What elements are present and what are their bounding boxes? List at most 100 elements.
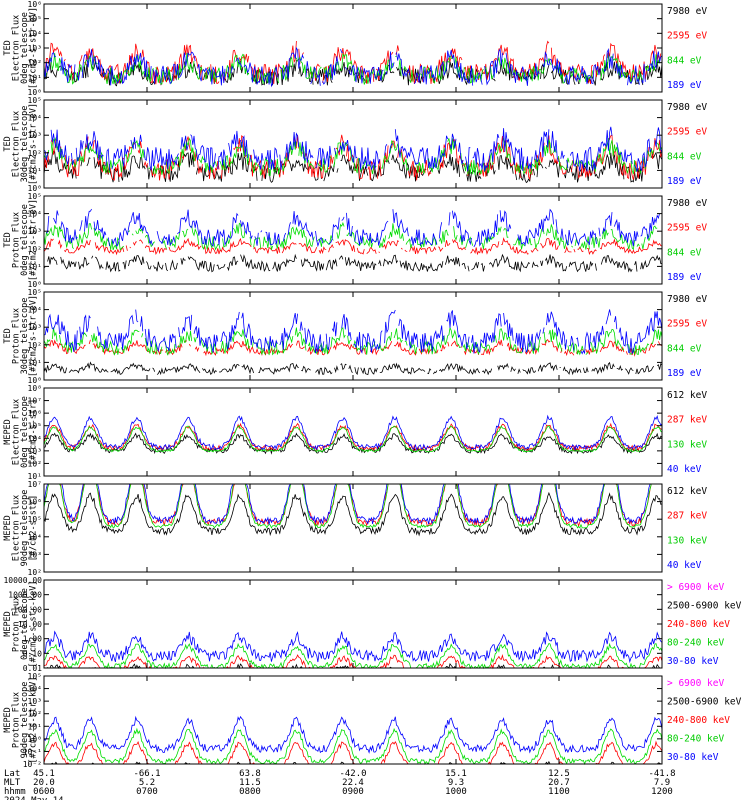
- legend-entry: 40 keV: [667, 560, 702, 571]
- y-tick-label: 10¹: [28, 166, 42, 175]
- x-tick-label-lat: -42.0: [339, 769, 366, 779]
- series-line-8-5: [43, 715, 663, 754]
- y-tick-label: 10²: [28, 459, 42, 468]
- y-tick-label: 10⁴: [28, 29, 42, 38]
- x-tick-label-hhmm: 0800: [239, 787, 261, 797]
- y-axis-label-line: Electron Flux: [12, 399, 22, 466]
- legend-entry: 2500-6900 keV: [667, 601, 742, 612]
- legend-entry: 240-800 keV: [667, 619, 730, 630]
- y-axis-label-line: TED: [3, 136, 13, 151]
- series-line-4-4: [43, 309, 663, 355]
- legend-entry: 30-80 keV: [667, 656, 719, 667]
- legend-entry: 612 keV: [667, 390, 707, 401]
- legend-entry: 844 eV: [667, 247, 702, 258]
- series-line-3-3: [44, 223, 662, 250]
- y-tick-label: 10⁴: [28, 434, 42, 443]
- y-tick-label: 10³: [28, 550, 42, 559]
- y-tick-label: 10⁻²: [23, 760, 42, 769]
- legend-entry: 189 eV: [667, 176, 702, 187]
- y-axis-label-line: [#/cm2-s-str-keV]: [29, 581, 39, 668]
- y-tick-label: 1000.00: [8, 591, 42, 600]
- panel-frame: [43, 387, 663, 477]
- y-tick-label: 0.10: [23, 649, 42, 658]
- y-tick-label: 10⁶: [28, 409, 42, 418]
- y-tick-label: 10⁷: [28, 397, 42, 406]
- y-axis-label-line: [#/cm2-s-str]: [29, 399, 39, 466]
- y-tick-label: 10³: [28, 697, 42, 706]
- y-tick-label: 10000.00: [3, 576, 42, 585]
- x-tick-label-hhmm: 0900: [342, 787, 364, 797]
- y-tick-label: 10⁴: [28, 685, 42, 694]
- legend-entry: 7980 eV: [667, 102, 707, 113]
- x-tick-label-mlt: 9.3: [448, 778, 464, 788]
- x-tick-label-mlt: 20.7: [548, 778, 570, 788]
- legend-entry: 189 eV: [667, 368, 702, 379]
- legend-entry: 612 keV: [667, 486, 707, 497]
- series-line-6-1: [43, 491, 663, 537]
- y-tick-label: 10¹: [28, 358, 42, 367]
- series-line-4-2: [43, 339, 663, 357]
- y-tick-label: 10⁵: [28, 192, 42, 201]
- y-tick-label: 10⁵: [28, 422, 42, 431]
- x-tick-label-lat: -41.8: [648, 769, 675, 779]
- panel-7: 0.010.101.0010.00100.001000.0010000.00ME…: [3, 576, 742, 673]
- x-tick-label-mlt: 11.5: [239, 778, 261, 788]
- y-axis-label-line: Electron Flux: [12, 111, 22, 178]
- legend-entry: 844 eV: [667, 151, 702, 162]
- y-tick-label: 10⁰: [28, 735, 42, 744]
- y-tick-label: 10⁴: [28, 114, 42, 123]
- legend-entry: 7980 eV: [667, 198, 707, 209]
- legend-entry: 80-240 keV: [667, 638, 724, 649]
- legend-entry: 844 eV: [667, 343, 702, 354]
- y-tick-label: 10.00: [18, 620, 42, 629]
- y-axis-label-line: 90deg telescope: [20, 490, 30, 567]
- legend-entry: 130 keV: [667, 439, 707, 450]
- y-axis-label-line: 30deg telescope: [20, 298, 30, 375]
- legend-entry: 844 eV: [667, 55, 702, 66]
- y-axis-label-line: 0deg telescope: [20, 588, 30, 660]
- legend-entry: 2595 eV: [667, 223, 707, 234]
- y-axis-label-line: MEPED: [3, 419, 13, 445]
- y-axis-label-line: [#/cm2-s-str-eV]: [29, 199, 39, 281]
- y-tick-label: 0.01: [23, 664, 42, 673]
- y-axis-label-line: Electron Flux: [12, 495, 22, 562]
- legend-entry: 287 keV: [667, 511, 707, 522]
- y-tick-label: 10²: [28, 341, 42, 350]
- row-label-mlt: MLT: [4, 778, 21, 788]
- series-line-7-5: [43, 630, 663, 664]
- series-line-5-2: [43, 422, 663, 452]
- series-line-5-1: [43, 432, 663, 455]
- x-tick-label-mlt: 5.2: [139, 778, 155, 788]
- series-line-5-3: [43, 425, 663, 453]
- y-tick-label: 1.00: [23, 635, 42, 644]
- legend-entry: 2595 eV: [667, 31, 707, 42]
- y-axis-label-line: 0deg telescope: [20, 12, 30, 84]
- y-axis-label-line: TED: [3, 328, 13, 343]
- x-tick-label-hhmm: 1200: [651, 787, 673, 797]
- x-tick-label-lat: 63.8: [239, 769, 261, 779]
- y-tick-label: 10³: [28, 227, 42, 236]
- legend-entry: 130 keV: [667, 535, 707, 546]
- series-line-1-4: [43, 46, 663, 88]
- legend-entry: 2500-6900 keV: [667, 697, 742, 708]
- y-axis-label-line: [#/cm2-s-str-eV]: [29, 295, 39, 377]
- y-tick-label: 10³: [28, 44, 42, 53]
- series-line-2-4: [43, 126, 663, 172]
- series-line-5-4: [43, 414, 663, 451]
- y-tick-label: 100.00: [13, 605, 42, 614]
- y-tick-label: 10³: [28, 323, 42, 332]
- panel-frame: [43, 195, 663, 285]
- x-tick-label-hhmm: 0700: [136, 787, 158, 797]
- y-axis-label-line: 90deg telescope: [20, 682, 30, 759]
- y-tick-label: 10⁴: [28, 533, 42, 542]
- y-axis-label-line: Proton Flux: [12, 596, 22, 652]
- legend-entry: 7980 eV: [667, 6, 707, 17]
- legend-entry: > 6900 keV: [667, 582, 724, 593]
